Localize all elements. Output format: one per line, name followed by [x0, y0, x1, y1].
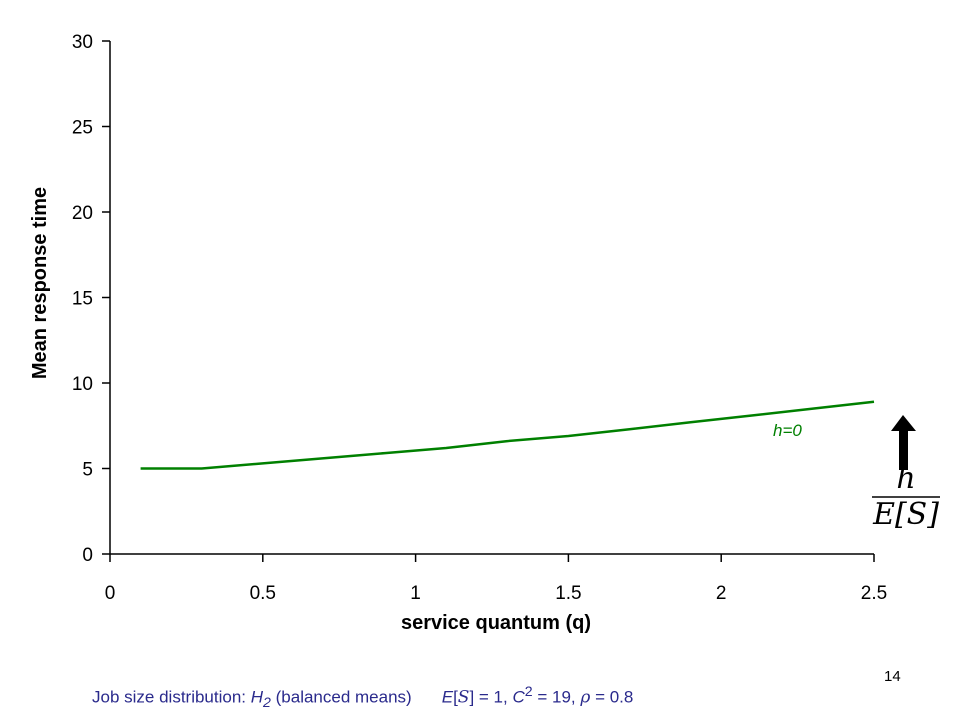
x-tick-label: 1 — [410, 583, 421, 604]
y-tick-label: 25 — [72, 118, 93, 139]
y-tick-label: 15 — [72, 289, 93, 310]
series-layer — [140, 400, 875, 470]
x-tick-label: 0 — [105, 583, 116, 604]
x-tick-label: 2.5 — [861, 583, 887, 604]
y-tick-label: 20 — [72, 203, 93, 224]
x-axis: 0 0.5 1 1.5 2 2.5 — [105, 553, 887, 604]
up-arrow-icon — [891, 415, 916, 470]
x-tick-label: 1.5 — [555, 583, 581, 604]
y-axis-title: Mean response time — [29, 187, 51, 379]
page-number: 14 — [884, 668, 901, 685]
y-axis: 0 5 10 15 20 25 30 — [72, 32, 111, 566]
y-tick-label: 30 — [72, 32, 93, 53]
x-axis-title: service quantum (q) — [401, 612, 591, 634]
caption: Job size distribution: H2 (balanced mean… — [92, 684, 634, 712]
y-tick-label: 10 — [72, 374, 93, 395]
fraction-h-over-es: h E[S] — [872, 461, 940, 532]
series-label-h0: h=0 — [773, 421, 802, 440]
y-tick-label: 5 — [82, 460, 93, 481]
x-tick-label: 2 — [716, 583, 727, 604]
x-tick-label: 0.5 — [250, 583, 276, 604]
y-tick-label: 0 — [82, 545, 93, 566]
series-line — [140, 400, 875, 470]
fraction-denominator: E[S] — [872, 497, 939, 532]
fraction-numerator: h — [896, 461, 915, 496]
